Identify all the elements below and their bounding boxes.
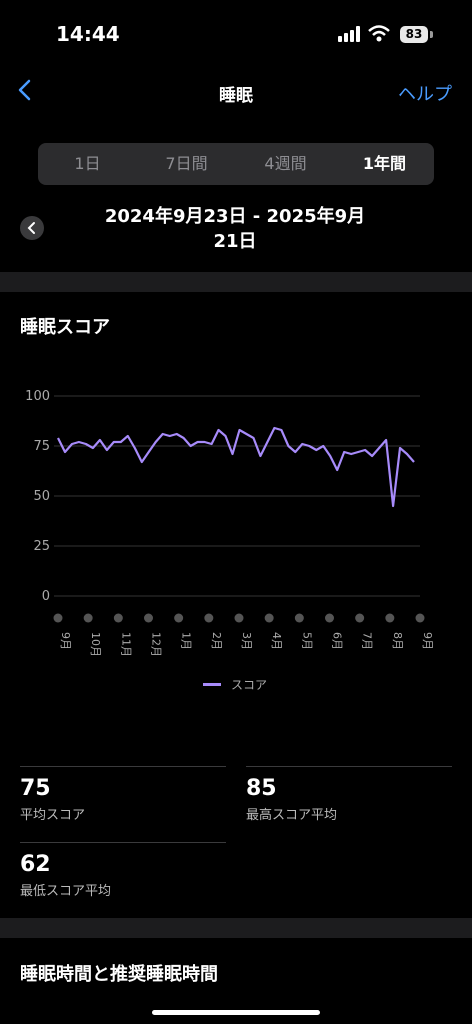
x-tick-dot	[415, 613, 425, 623]
x-tick-dot	[113, 613, 123, 623]
stat-label: 最低スコア平均	[20, 884, 112, 899]
stat-value: 85	[246, 776, 277, 801]
x-tick-dot	[325, 613, 334, 623]
cellular-signal-icon	[338, 26, 360, 42]
x-tick-dot	[53, 613, 63, 623]
x-tick-label: 1月	[180, 632, 193, 650]
sleep-score-chart: 100 75 50 25 0 9月 10月 11月 12月 1月 2月 3月 4月 5月 6月 7月 8月 9月	[25, 389, 434, 657]
x-tick-dot	[204, 613, 214, 623]
x-tick-label: 4月	[270, 632, 283, 650]
x-tick-label: 10月	[89, 632, 102, 657]
section-separator	[0, 272, 472, 292]
x-tick-dot	[294, 613, 304, 623]
status-bar: 14:44 83	[0, 0, 472, 70]
x-tick-dot	[385, 613, 395, 623]
x-tick-label: 3月	[240, 632, 253, 650]
section-separator	[0, 918, 472, 938]
x-tick-dot	[234, 613, 244, 623]
segment-7-days[interactable]: 7日間	[165, 154, 208, 173]
x-tick-label: 9月	[59, 632, 72, 650]
y-tick-label: 50	[33, 489, 50, 504]
x-tick-label: 8月	[391, 632, 404, 650]
nav-bar: 睡眠 ヘルプ	[0, 70, 472, 114]
x-tick-label: 11月	[119, 632, 132, 657]
stat-value: 75	[20, 776, 51, 801]
segment-1-day[interactable]: 1日	[74, 154, 101, 173]
y-tick-label: 0	[42, 589, 50, 604]
home-indicator	[152, 1010, 320, 1015]
wifi-icon	[368, 25, 390, 42]
x-tick-label: 9月	[421, 632, 434, 650]
x-tick-dot	[144, 613, 153, 623]
sleep-duration-title: 睡眠時間と推奨睡眠時間	[20, 964, 218, 985]
y-tick-label: 75	[33, 439, 50, 454]
segment-4-weeks[interactable]: 4週間	[264, 154, 307, 173]
date-range-line-2: 21日	[213, 231, 257, 252]
x-tick-label: 2月	[210, 632, 223, 650]
stat-label: 最高スコア平均	[246, 808, 338, 823]
date-range: 2024年9月23日 - 2025年9月 21日	[60, 204, 410, 254]
page-title: 睡眠	[219, 86, 253, 106]
x-tick-label: 12月	[150, 632, 163, 657]
x-tick-label: 5月	[300, 632, 313, 650]
sleep-score-title: 睡眠スコア	[20, 317, 110, 338]
legend-label: スコア	[231, 678, 268, 692]
x-tick-dot	[355, 613, 365, 623]
period-segmented-control: 1日 7日間 4週間 1年間	[38, 143, 434, 185]
x-tick-label: 6月	[331, 632, 344, 650]
battery-tip	[430, 31, 433, 38]
previous-range-button[interactable]	[20, 216, 44, 240]
help-button[interactable]: ヘルプ	[398, 84, 452, 105]
stat-value: 62	[20, 852, 51, 877]
legend-swatch	[203, 683, 221, 686]
x-tick-dot	[174, 613, 184, 623]
stat-label: 平均スコア	[20, 808, 86, 823]
segment-1-year[interactable]: 1年間	[362, 154, 407, 173]
y-tick-label: 100	[25, 389, 50, 404]
x-tick-dot	[83, 613, 93, 623]
battery-indicator: 83	[400, 26, 428, 43]
y-tick-label: 25	[33, 539, 50, 554]
score-series-line	[57, 426, 415, 508]
date-range-line-1: 2024年9月23日 - 2025年9月	[104, 206, 366, 227]
x-tick-dot	[264, 613, 274, 623]
x-tick-label: 7月	[361, 632, 374, 650]
back-chevron-icon[interactable]	[14, 78, 38, 102]
status-time: 14:44	[56, 22, 120, 46]
